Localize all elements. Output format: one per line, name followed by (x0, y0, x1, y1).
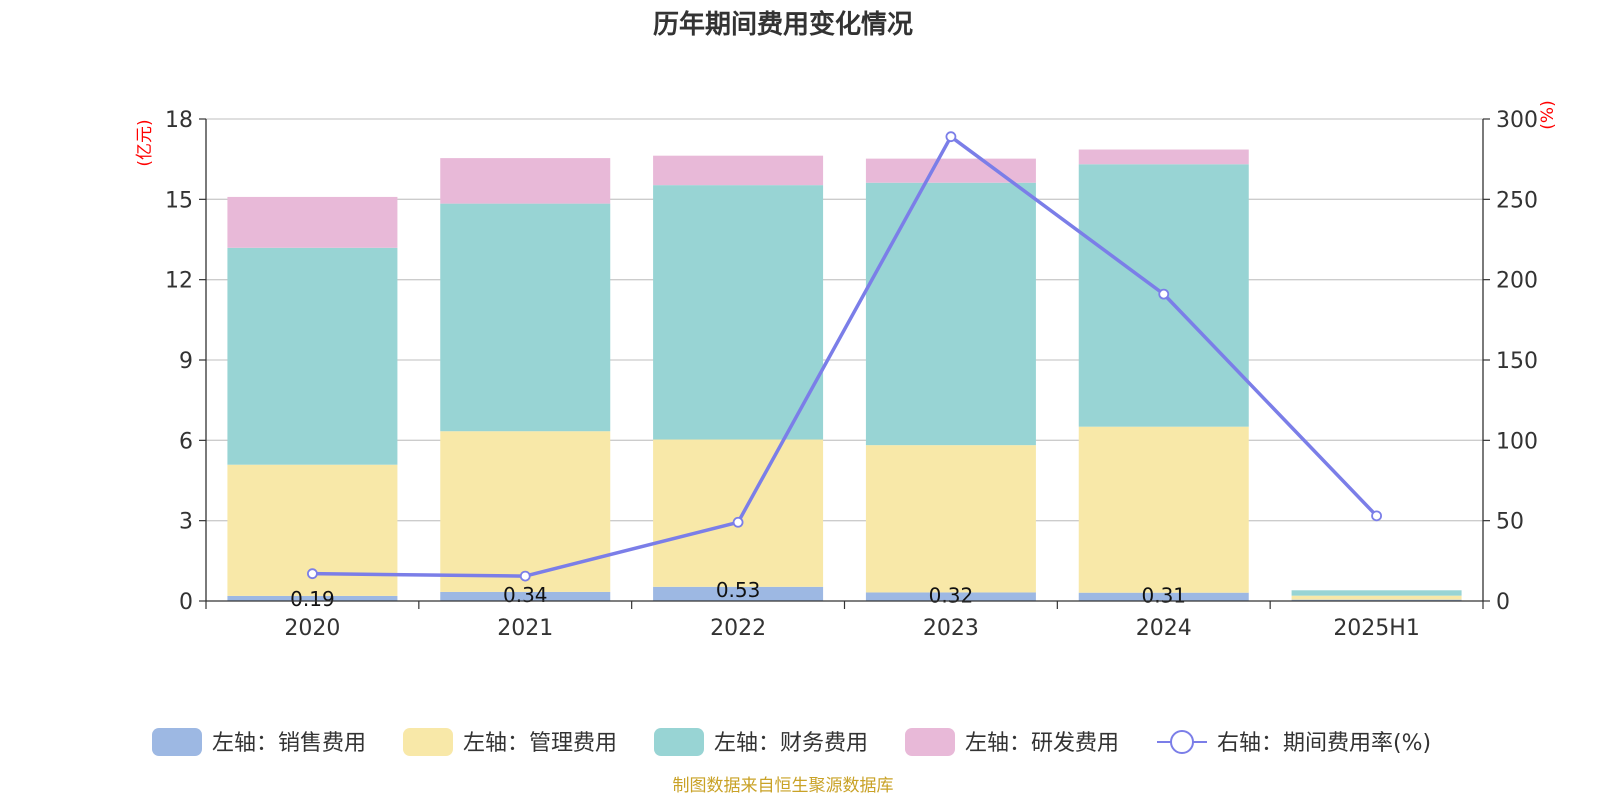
bar-value-label: 0.53 (716, 578, 761, 602)
left-tick-label: 9 (179, 349, 193, 374)
bar-value-label: 0.19 (290, 587, 335, 611)
bar-segment (653, 439, 824, 587)
axes: 0 3 6 9 12 15 18 0 50 100 150 200 250 300 2020 2021 2022… (165, 108, 1538, 641)
bar-value-label: 0.32 (929, 583, 974, 607)
bar-labels: 0.19 0.34 0.53 0.32 0.31 (290, 578, 1186, 611)
x-tick-label: 2023 (923, 616, 979, 641)
legend-label: 左轴：财务费用 (714, 731, 868, 756)
right-tick-label: 50 (1496, 510, 1524, 535)
bar-segment (1291, 599, 1462, 601)
gridlines (206, 118, 1483, 522)
legend-swatch (403, 728, 453, 756)
left-axis-unit: (亿元) (135, 119, 155, 166)
rate-line (307, 131, 1382, 582)
legend-swatch (905, 728, 955, 756)
chart-title: 历年期间费用变化情况 (653, 9, 913, 40)
right-tick-label: 300 (1496, 108, 1538, 133)
x-tick-label: 2024 (1136, 616, 1192, 641)
bar-value-label: 0.31 (1141, 584, 1186, 608)
bar-value-label: 0.34 (503, 583, 548, 607)
rate-point (1371, 510, 1382, 522)
legend-label: 右轴：期间费用率(%) (1217, 731, 1431, 756)
bars (227, 149, 1462, 601)
source-note: 制图数据来自恒生聚源数据库 (673, 776, 894, 796)
bar-segment (865, 182, 1036, 446)
rate-point (1158, 288, 1170, 300)
bar-segment (227, 595, 398, 601)
right-tick-label: 150 (1496, 349, 1538, 374)
bar-segment (440, 431, 611, 592)
bar-segment (865, 445, 1036, 593)
bar-segment (1078, 426, 1249, 593)
bar-segment (653, 155, 824, 186)
left-tick-label: 6 (179, 429, 193, 454)
x-tick-label: 2020 (284, 616, 340, 641)
bar-segment (227, 196, 398, 248)
legend-label: 左轴：管理费用 (463, 731, 617, 756)
right-tick-label: 0 (1496, 590, 1510, 615)
legend-swatch (654, 728, 704, 756)
bar-segment (440, 591, 611, 601)
left-tick-label: 0 (179, 590, 193, 615)
x-tick-label: 2025H1 (1333, 616, 1420, 641)
left-tick-label: 18 (165, 108, 193, 133)
legend: 左轴：销售费用 左轴：管理费用 左轴：财务费用 左轴：研发费用 右轴：期间费用率(%) (152, 728, 1431, 756)
bar-segment (1078, 149, 1249, 165)
rate-line-path (312, 134, 1378, 578)
bar-segment (1078, 592, 1249, 601)
rate-point (307, 568, 318, 580)
bar-segment (440, 158, 611, 204)
left-tick-label: 15 (165, 188, 193, 213)
legend-label: 左轴：研发费用 (965, 731, 1119, 756)
bar-segment (440, 203, 611, 432)
left-tick-label: 12 (165, 269, 193, 294)
rate-point (732, 516, 744, 528)
bar-segment (227, 247, 398, 465)
x-tick-label: 2021 (497, 616, 553, 641)
rate-point (945, 131, 957, 143)
legend-marker (1170, 730, 1194, 754)
bar-segment (653, 586, 824, 601)
bar-segment (653, 185, 824, 440)
right-tick-label: 250 (1496, 188, 1538, 213)
legend-swatch (152, 728, 202, 756)
right-tick-label: 100 (1496, 429, 1538, 454)
rate-point (519, 570, 531, 582)
bar-segment (1291, 595, 1462, 600)
right-tick-label: 200 (1496, 269, 1538, 294)
left-tick-label: 3 (179, 510, 193, 535)
legend-label: 左轴：销售费用 (212, 731, 366, 756)
bar-segment (1291, 590, 1462, 596)
bar-segment (865, 592, 1036, 601)
right-axis-unit: (%) (1538, 100, 1558, 129)
x-tick-label: 2022 (710, 616, 766, 641)
